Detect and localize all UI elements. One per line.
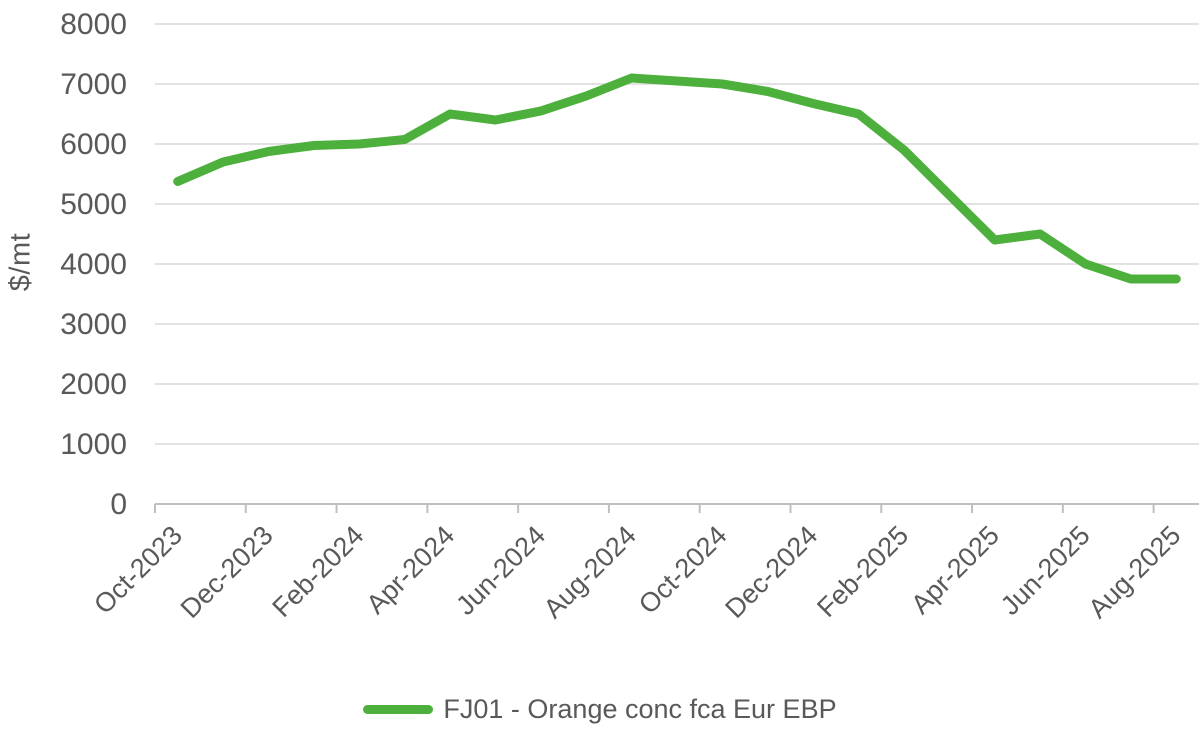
y-tick-label: 4000 [60, 248, 127, 281]
legend-swatch [363, 705, 434, 714]
x-tick-label: Oct-2023 [88, 520, 188, 620]
x-tick-label: Dec-2023 [175, 520, 279, 624]
y-tick-label: 7000 [60, 68, 127, 101]
series-line-fj01 [173, 73, 1181, 284]
y-tick-label: 0 [110, 488, 127, 521]
x-tick-label: Jun-2024 [450, 520, 551, 621]
x-tick-label: Aug-2025 [1083, 520, 1187, 624]
x-tick-label: Dec-2024 [719, 520, 823, 624]
x-tick-label: Apr-2025 [905, 520, 1005, 620]
y-tick-label: 6000 [60, 128, 127, 161]
y-axis-title: $/mt [4, 232, 37, 292]
y-tick-label: 3000 [60, 308, 127, 341]
x-tick-label: Feb-2024 [267, 520, 370, 623]
x-tick-label: Aug-2024 [538, 520, 642, 624]
legend-label: FJ01 - Orange conc fca Eur EBP [443, 694, 837, 724]
legend: FJ01 - Orange conc fca Eur EBP [0, 694, 1200, 725]
x-tick-label: Oct-2024 [633, 520, 733, 620]
y-tick-label: 5000 [60, 188, 127, 221]
x-tick-label: Feb-2025 [811, 520, 914, 623]
y-tick-label: 2000 [60, 368, 127, 401]
x-tick-label: Apr-2024 [361, 520, 461, 620]
x-tick-label: Jun-2025 [995, 520, 1096, 621]
y-tick-label: 8000 [60, 8, 127, 41]
y-tick-label: 1000 [60, 428, 127, 461]
